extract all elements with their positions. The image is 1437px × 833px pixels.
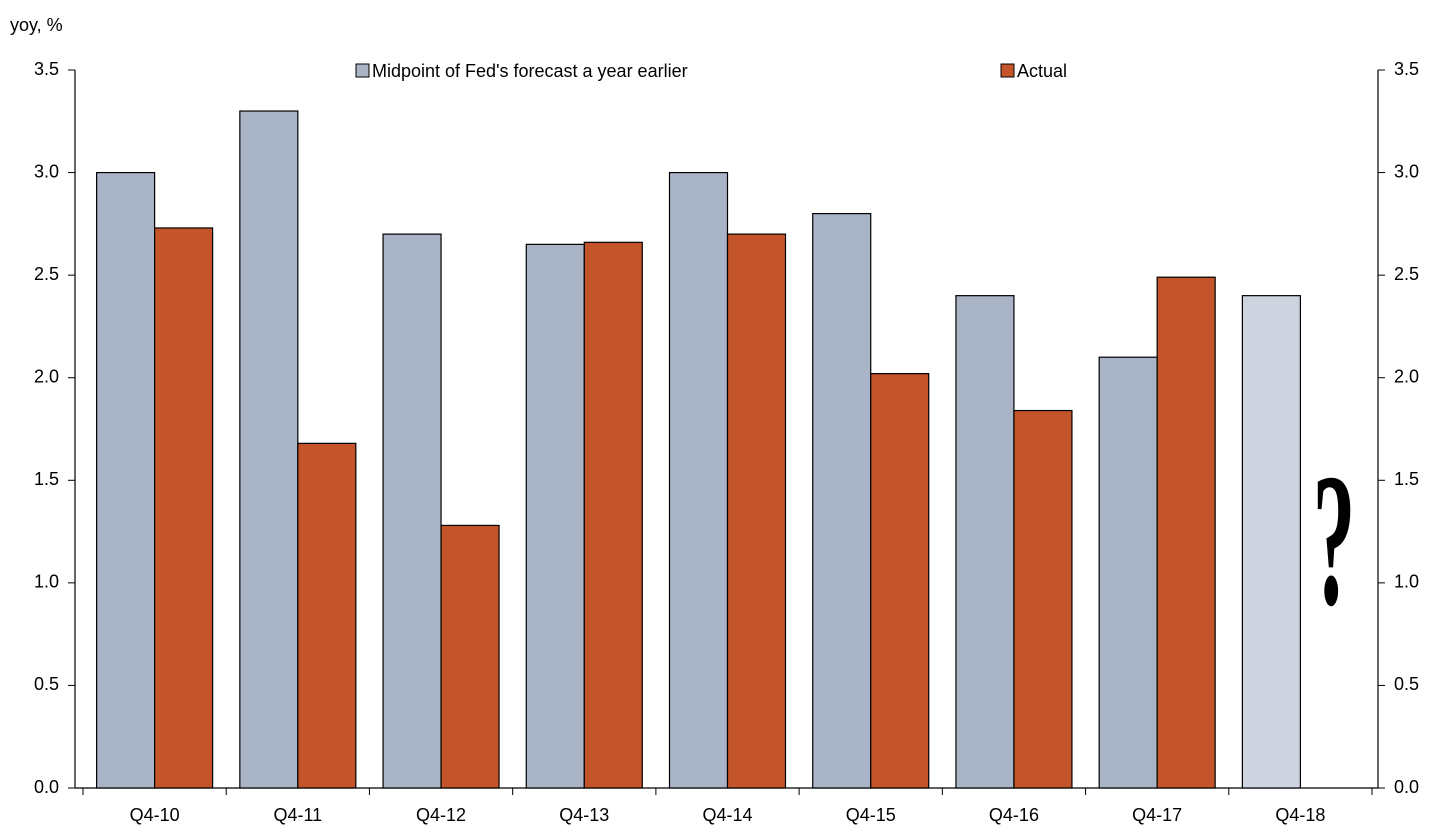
- bar: [1157, 277, 1215, 788]
- y2-tick-label: 3.5: [1394, 59, 1419, 79]
- legend-swatch: [1001, 64, 1014, 77]
- y-tick-label: 0.0: [34, 777, 59, 797]
- bar: [1099, 357, 1157, 788]
- y-axis-label: yoy, %: [10, 15, 63, 35]
- y-tick-label: 2.0: [34, 366, 59, 386]
- bar: [1014, 411, 1072, 788]
- y-tick-label: 1.0: [34, 572, 59, 592]
- y2-tick-label: 1.0: [1394, 572, 1419, 592]
- y2-tick-label: 1.5: [1394, 469, 1419, 489]
- x-tick-label: Q4-10: [130, 805, 180, 825]
- bar: [526, 244, 584, 788]
- x-tick-label: Q4-14: [702, 805, 752, 825]
- bar: [871, 374, 929, 788]
- x-tick-label: Q4-18: [1275, 805, 1325, 825]
- x-tick-label: Q4-11: [273, 805, 322, 825]
- y-tick-label: 3.0: [34, 161, 59, 181]
- bar: [155, 228, 213, 788]
- legend-label: Actual: [1017, 61, 1067, 81]
- y2-tick-label: 3.0: [1394, 161, 1419, 181]
- page: {"chart_data": {"type": "bar", "y_label"…: [0, 0, 1437, 833]
- y-tick-label: 2.5: [34, 264, 59, 284]
- y-tick-label: 3.5: [34, 59, 59, 79]
- y2-tick-label: 0.5: [1394, 674, 1419, 694]
- bar: [97, 173, 155, 788]
- bar: [298, 443, 356, 788]
- bar: [728, 234, 786, 788]
- legend-swatch: [356, 64, 369, 77]
- y2-tick-label: 2.0: [1394, 366, 1419, 386]
- x-tick-label: Q4-12: [416, 805, 466, 825]
- x-tick-label: Q4-15: [846, 805, 896, 825]
- y-tick-label: 1.5: [34, 469, 59, 489]
- bar: [956, 296, 1014, 788]
- bar: [584, 242, 642, 788]
- bar: [240, 111, 298, 788]
- chart: yoy, % 0.0 0.5 1.0 1.5 2.0 2.5 3.0 3.5 0.0 0.5 1.0…: [0, 0, 1437, 833]
- y2-tick-label: 0.0: [1394, 777, 1419, 797]
- y-tick-label: 0.5: [34, 674, 59, 694]
- bar: [670, 173, 728, 788]
- x-tick-label: Q4-16: [989, 805, 1039, 825]
- bar: [383, 234, 441, 788]
- bar: [813, 214, 871, 788]
- legend-label: Midpoint of Fed's forecast a year earlie…: [372, 61, 688, 81]
- x-tick-label: Q4-13: [559, 805, 609, 825]
- annotation: ?: [1313, 435, 1356, 645]
- bar: [441, 525, 499, 788]
- x-tick-label: Q4-17: [1132, 805, 1182, 825]
- y2-tick-label: 2.5: [1394, 264, 1419, 284]
- bar: [1242, 296, 1300, 788]
